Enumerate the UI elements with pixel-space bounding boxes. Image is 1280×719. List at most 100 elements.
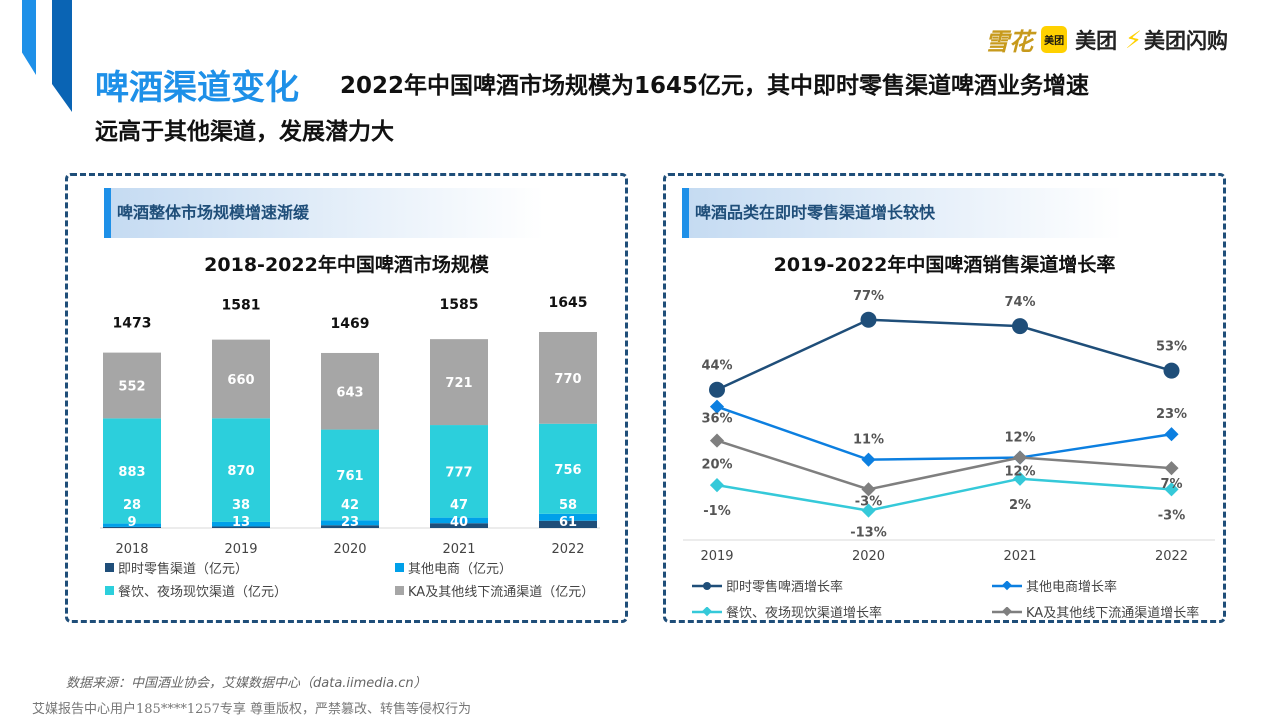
x-tick-label: 2019 <box>224 542 257 557</box>
data-point <box>709 381 725 398</box>
total-label: 1469 <box>331 316 370 332</box>
data-label: 660 <box>227 373 254 388</box>
total-label: 1585 <box>440 297 479 313</box>
total-label: 1645 <box>549 295 588 311</box>
data-label: 870 <box>227 464 254 479</box>
legend-item: 餐饮、夜场现饮渠道（亿元） <box>105 581 287 600</box>
data-point <box>709 399 725 414</box>
x-tick-label: 2019 <box>700 549 733 564</box>
bar-segment <box>430 339 488 426</box>
bar-segment <box>430 517 488 524</box>
data-label: 58 <box>559 498 577 513</box>
x-tick-label: 2020 <box>852 549 885 564</box>
data-label: 47 <box>450 498 468 513</box>
data-label: -3% <box>855 494 882 509</box>
series-line <box>716 439 1172 491</box>
logo-meituan: 美团 <box>1075 28 1118 53</box>
x-tick-label: 2021 <box>442 542 475 557</box>
data-label: 13 <box>232 515 250 530</box>
data-point <box>1012 450 1028 465</box>
data-point <box>861 503 876 518</box>
page-title: 啤酒渠道变化 <box>95 68 299 108</box>
bar-segment <box>103 418 161 524</box>
x-tick-label: 2018 <box>115 542 148 557</box>
data-label: 2% <box>1009 498 1031 513</box>
bar-segment <box>539 423 597 514</box>
series-line <box>716 405 1172 461</box>
data-label: 11% <box>853 433 884 448</box>
data-point <box>1164 427 1179 442</box>
data-point <box>1012 471 1028 486</box>
data-label: 761 <box>336 469 363 484</box>
data-point <box>709 433 725 448</box>
data-label: 756 <box>554 463 581 478</box>
data-label: -13% <box>850 526 887 541</box>
data-label: 12% <box>1004 431 1035 446</box>
page-subtitle: 2022年中国啤酒市场规模为1645亿元，其中即时零售渠道啤酒业务增速 <box>340 73 1090 99</box>
x-tick-label: 2022 <box>1155 549 1188 564</box>
data-label: -3% <box>1158 508 1185 523</box>
data-label: 883 <box>118 465 145 480</box>
legend-item: 其他电商增长率 <box>992 576 1117 595</box>
data-label: 552 <box>118 379 145 394</box>
panel-heading: 啤酒品类在即时零售渠道增长较快 <box>682 188 1122 238</box>
bar-segment <box>212 339 270 419</box>
data-label: 44% <box>701 359 732 374</box>
bar-segment <box>212 418 270 522</box>
series-line <box>716 318 1172 391</box>
total-label: 1473 <box>113 316 152 332</box>
bar-segment <box>212 521 270 527</box>
logos: 雪花 美团 美团 ⚡ 美团闪购 <box>985 22 1228 57</box>
bar-segment <box>103 523 161 527</box>
bolt-icon: ⚡ <box>1125 25 1142 54</box>
bar-segment <box>321 520 379 526</box>
data-point <box>1012 318 1028 335</box>
x-tick-label: 2022 <box>551 542 584 557</box>
data-label: -1% <box>703 504 730 519</box>
data-point <box>1164 461 1179 476</box>
right-panel: 啤酒品类在即时零售渠道增长较快 2019-2022年中国啤酒销售渠道增长率 <box>663 173 1226 623</box>
data-point <box>861 482 876 497</box>
logo-meituan-icon: 美团 <box>1041 26 1068 53</box>
bar-segment <box>321 525 379 528</box>
logo-shangou: 美团闪购 <box>1144 28 1228 53</box>
decor-stripe <box>52 0 72 112</box>
page-subtitle-2: 远高于其他渠道，发展潜力大 <box>95 119 394 145</box>
bar-segment <box>539 332 597 424</box>
data-point <box>709 478 725 493</box>
data-label: 77% <box>853 289 884 304</box>
data-label: 12% <box>1004 465 1035 480</box>
data-label: 42 <box>341 498 359 513</box>
legend-item: 即时零售啤酒增长率 <box>692 576 843 595</box>
data-label: 61 <box>559 515 577 530</box>
bar-segment <box>103 526 161 528</box>
series-line <box>716 477 1172 512</box>
data-point <box>1163 362 1180 379</box>
bar-segment <box>539 520 597 528</box>
bar-segment <box>103 352 161 419</box>
legend-item: 餐饮、夜场现饮渠道增长率 <box>692 602 882 621</box>
data-point <box>1164 482 1179 497</box>
left-panel: 啤酒整体市场规模增速渐缓 2018-2022年中国啤酒市场规模 <box>65 173 628 623</box>
data-label: 643 <box>336 385 363 400</box>
bar-segment <box>321 429 379 521</box>
bar-segment <box>539 513 597 521</box>
legend-item: 其他电商（亿元） <box>395 558 512 577</box>
panel-heading: 啤酒整体市场规模增速渐缓 <box>104 188 544 238</box>
data-label: 74% <box>1004 295 1035 310</box>
bar-segment <box>212 526 270 528</box>
bar-segment <box>321 352 379 430</box>
data-label: 36% <box>701 412 732 427</box>
data-label: 23 <box>341 515 359 530</box>
bar-segment <box>430 523 488 528</box>
bar-segment <box>430 425 488 518</box>
x-tick-label: 2021 <box>1003 549 1036 564</box>
data-label: 7% <box>1160 477 1182 492</box>
data-label: 770 <box>554 372 581 387</box>
data-label: 777 <box>445 465 472 480</box>
data-label: 38 <box>232 498 250 513</box>
data-label: 721 <box>445 376 472 391</box>
decor-stripe <box>22 0 36 75</box>
data-point <box>860 311 877 328</box>
